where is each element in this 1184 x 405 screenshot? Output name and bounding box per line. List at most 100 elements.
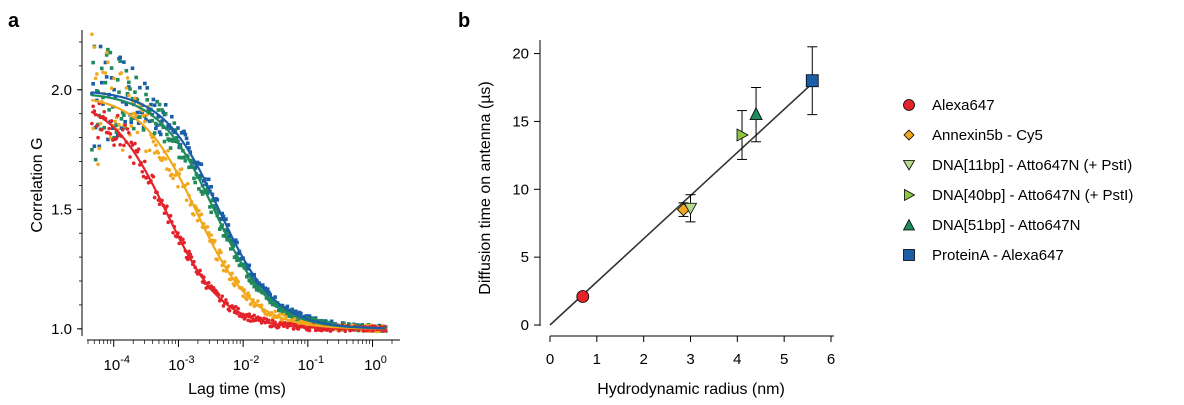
panel-b-y-label: Diffusion time on antenna (µs) bbox=[477, 81, 494, 294]
data-point bbox=[93, 125, 98, 130]
data-point bbox=[197, 187, 201, 191]
data-point bbox=[246, 266, 250, 271]
data-point bbox=[115, 113, 120, 118]
data-point bbox=[361, 329, 366, 333]
data-point bbox=[177, 155, 182, 160]
data-point bbox=[284, 312, 288, 316]
y-tick-label: 0 bbox=[521, 317, 529, 334]
data-point bbox=[321, 319, 325, 324]
data-point bbox=[124, 102, 129, 107]
data-point bbox=[246, 291, 250, 295]
data-point bbox=[120, 148, 125, 152]
data-point bbox=[117, 90, 121, 95]
data-point bbox=[229, 247, 233, 251]
x-tick-label: 6 bbox=[827, 351, 835, 368]
data-point bbox=[122, 113, 126, 117]
data-point bbox=[142, 159, 147, 164]
data-point bbox=[231, 244, 236, 248]
data-point bbox=[225, 229, 229, 233]
data-point bbox=[114, 130, 119, 134]
data-point bbox=[165, 132, 169, 137]
data-point-square bbox=[805, 74, 819, 88]
panel-b-x-ticks: 0 1 2 3 4 5 6 bbox=[546, 336, 835, 368]
data-point bbox=[161, 110, 166, 114]
x-tick-label: 10-1 bbox=[298, 354, 324, 374]
data-point bbox=[215, 257, 220, 262]
data-point bbox=[158, 122, 163, 127]
data-point bbox=[294, 309, 298, 314]
data-point bbox=[101, 102, 105, 106]
data-point bbox=[176, 126, 180, 130]
data-point bbox=[108, 136, 113, 140]
data-point bbox=[280, 310, 285, 314]
data-point bbox=[99, 66, 104, 71]
data-point bbox=[291, 310, 296, 314]
data-point bbox=[268, 300, 272, 305]
data-point bbox=[253, 284, 258, 288]
y-tick-label: 5 bbox=[521, 249, 529, 266]
data-point bbox=[97, 144, 102, 149]
fit-line bbox=[549, 82, 813, 326]
data-point bbox=[226, 264, 231, 268]
data-point bbox=[209, 184, 213, 189]
x-tick-label: 2 bbox=[639, 351, 647, 368]
data-point bbox=[174, 136, 179, 140]
legend-marker-circle bbox=[903, 99, 915, 111]
data-point bbox=[127, 80, 131, 85]
data-point bbox=[355, 323, 360, 327]
data-point bbox=[192, 213, 196, 217]
x-tick-label: 10-2 bbox=[233, 354, 259, 374]
data-point bbox=[200, 192, 205, 196]
fit-curve bbox=[91, 91, 386, 330]
legend-marker-triangle-up bbox=[902, 218, 916, 231]
data-point bbox=[168, 126, 173, 131]
data-point bbox=[115, 78, 120, 82]
data-point bbox=[233, 304, 238, 309]
data-point bbox=[307, 314, 312, 318]
legend-marker-triangle-right bbox=[904, 188, 916, 202]
data-point bbox=[214, 208, 218, 212]
data-point bbox=[249, 274, 254, 278]
data-point bbox=[265, 287, 270, 291]
data-point bbox=[99, 127, 104, 132]
data-point bbox=[256, 299, 260, 303]
legend-item: DNA[40bp] - Atto647N (+ PstI) bbox=[898, 180, 1133, 210]
data-point bbox=[270, 302, 275, 307]
data-point bbox=[133, 141, 137, 146]
data-point bbox=[155, 99, 159, 104]
legend-label: DNA[11bp] - Atto647N (+ PstI) bbox=[932, 156, 1133, 174]
data-point bbox=[125, 91, 130, 96]
x-tick-label: 4 bbox=[733, 351, 741, 368]
data-point bbox=[106, 137, 110, 142]
data-point bbox=[198, 176, 202, 181]
data-point bbox=[198, 173, 202, 178]
panel-a-plot-area bbox=[90, 32, 388, 334]
data-point bbox=[163, 111, 168, 116]
data-point bbox=[265, 293, 270, 298]
data-point bbox=[93, 157, 98, 162]
data-point bbox=[106, 47, 110, 52]
data-point bbox=[107, 126, 111, 131]
data-point bbox=[236, 251, 241, 256]
data-point bbox=[219, 250, 223, 255]
y-tick-label: 20 bbox=[512, 46, 529, 63]
data-point bbox=[160, 119, 164, 123]
data-point bbox=[109, 76, 114, 80]
data-point bbox=[131, 126, 136, 131]
data-point bbox=[93, 76, 98, 81]
data-point bbox=[120, 127, 125, 132]
data-point bbox=[157, 102, 162, 107]
data-point bbox=[152, 103, 157, 108]
legend-marker-square bbox=[903, 249, 915, 261]
data-point bbox=[173, 128, 178, 132]
data-point bbox=[92, 144, 97, 149]
data-point bbox=[183, 132, 188, 137]
data-point bbox=[182, 155, 186, 160]
data-point bbox=[118, 142, 123, 147]
panel-a-y-ticks: 1.0 1.5 2.0 bbox=[51, 41, 82, 338]
data-point bbox=[172, 121, 177, 125]
data-point bbox=[112, 143, 116, 147]
data-point bbox=[342, 321, 346, 326]
data-point bbox=[199, 162, 204, 167]
